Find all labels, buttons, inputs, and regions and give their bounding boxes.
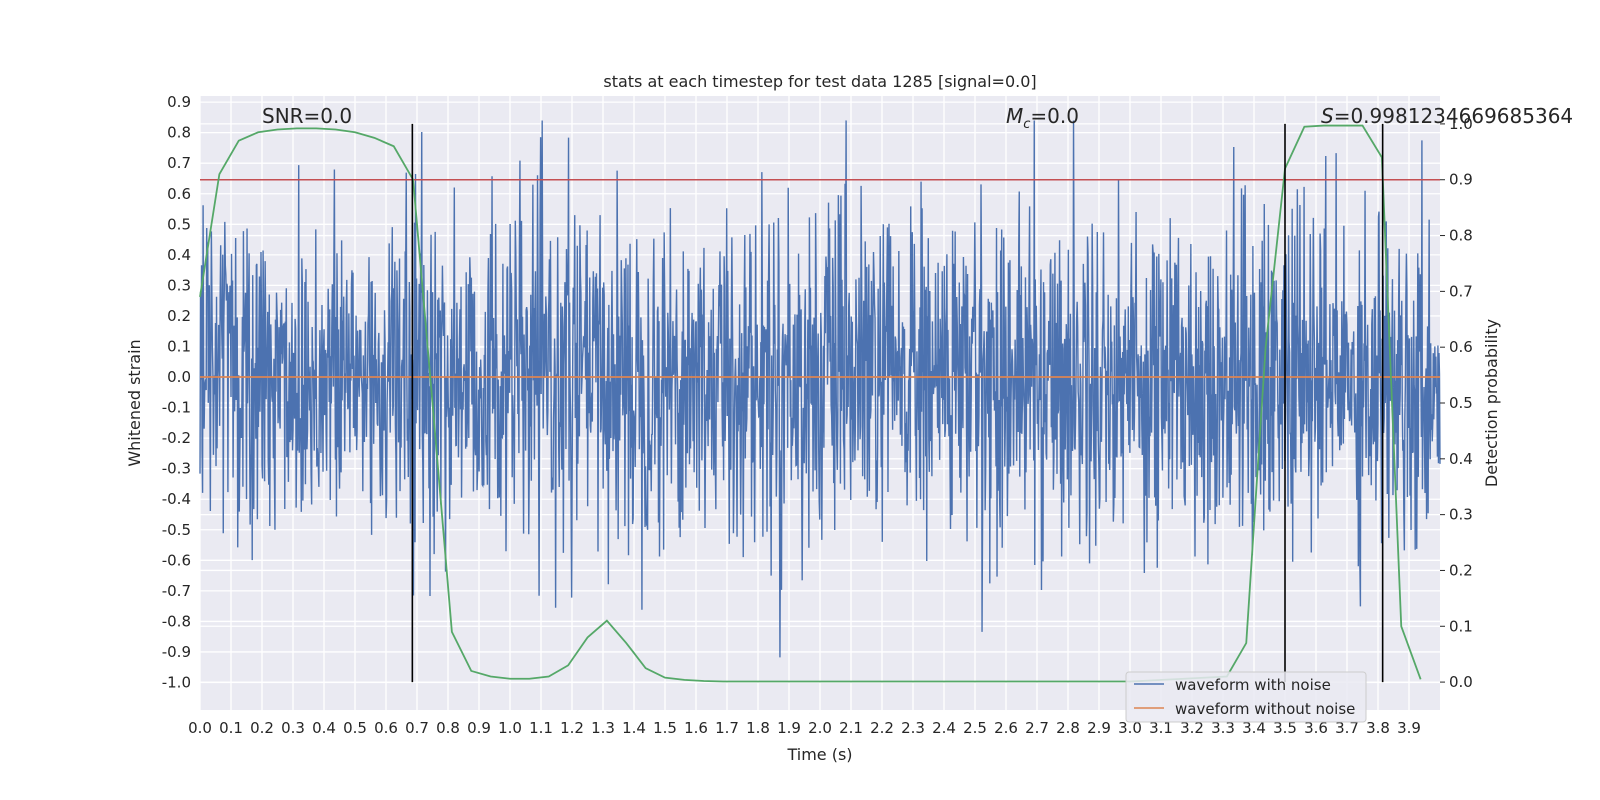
noise-waveform-line	[199, 120, 1441, 658]
y-tick-label: 0.5	[167, 215, 191, 233]
y-tick-label: 0.7	[167, 154, 191, 172]
x-tick-label: 3.4	[1242, 719, 1266, 737]
x-tick-label: 0.5	[343, 719, 367, 737]
right-tick-label: 0.4	[1449, 450, 1473, 468]
x-tick-label: 1.6	[684, 719, 708, 737]
x-tick-label: 2.3	[901, 719, 925, 737]
y-tick-label: 0.1	[167, 337, 191, 355]
score-value: =0.9981234669685364	[1334, 104, 1573, 128]
legend-box	[1125, 671, 1367, 723]
y-axis-label: Whitened strain	[125, 339, 144, 466]
x-tick-label: 1.8	[746, 719, 770, 737]
y-tick-label: 0.4	[167, 246, 191, 264]
x-tick-label: 3.9	[1397, 719, 1421, 737]
score-symbol: S	[1321, 104, 1334, 128]
score-annotation: S=0.9981234669685364	[1321, 104, 1573, 128]
chart-title: stats at each timestep for test data 128…	[603, 72, 1036, 91]
x-tick-label: 1.1	[529, 719, 553, 737]
detection-probability-line	[199, 124, 1422, 683]
chirp-mass-annotation: Mc=0.0	[1006, 104, 1079, 132]
x-tick-label: 2.8	[1056, 719, 1080, 737]
x-tick-label: 0.4	[312, 719, 336, 737]
x-tick-label: 1.3	[591, 719, 615, 737]
right-tick-label: 1.0	[1449, 115, 1473, 133]
y-tick-label: -0.6	[162, 551, 191, 569]
y-tick-label: -0.7	[162, 582, 191, 600]
legend-label-clean: waveform without noise	[1175, 700, 1355, 718]
x-tick-label: 2.7	[1025, 719, 1049, 737]
x-tick-label: 0.3	[281, 719, 305, 737]
x-tick-label: 1.0	[498, 719, 522, 737]
y-axis-ticks: 0.9 0.8 0.7 0.6 0.5 0.4 0.3 0.2 0.1 0.0 -0.1 -0.2 -0…	[162, 93, 191, 691]
x-tick-label: 3.5	[1273, 719, 1297, 737]
right-tick-label: 0.7	[1449, 282, 1473, 300]
x-tick-label: 3.8	[1366, 719, 1390, 737]
right-tick-label: 0.1	[1449, 617, 1473, 635]
y-tick-label: 0.2	[167, 307, 191, 325]
x-tick-label: 2.2	[870, 719, 894, 737]
y-tick-label: 0.0	[167, 368, 191, 386]
y-tick-label: 0.6	[167, 185, 191, 203]
right-axis-label: Detection probability	[1482, 319, 1501, 487]
x-tick-label: 1.7	[715, 719, 739, 737]
x-tick-label: 3.1	[1149, 719, 1173, 737]
chirp-mass-symbol: M	[1006, 104, 1023, 128]
right-tick-label: 0.3	[1449, 506, 1473, 524]
x-tick-label: 0.8	[436, 719, 460, 737]
chirp-mass-subscript: c	[1023, 117, 1030, 132]
legend-label-noise: waveform with noise	[1175, 676, 1331, 694]
right-tick-label: 0.0	[1449, 673, 1473, 691]
right-axis-ticks: 1.0 0.9 0.8 0.7 0.6 0.5 0.4 0.3 0.2 0.1 0.0	[1440, 115, 1473, 691]
x-tick-label: 0.1	[219, 719, 243, 737]
right-tick-label: 0.2	[1449, 561, 1473, 579]
x-tick-label: 1.9	[777, 719, 801, 737]
overlay-series	[199, 123, 1440, 683]
right-tick-label: 0.6	[1449, 338, 1473, 356]
x-tick-label: 2.9	[1087, 719, 1111, 737]
x-tick-label: 3.3	[1211, 719, 1235, 737]
snr-annotation: SNR=0.0	[262, 104, 352, 128]
y-tick-label: -0.5	[162, 521, 191, 539]
y-tick-label: -0.9	[162, 643, 191, 661]
x-tick-label: 0.6	[374, 719, 398, 737]
legend: waveform with noise waveform without noi…	[1125, 671, 1367, 723]
x-tick-label: 3.6	[1304, 719, 1328, 737]
x-tick-label: 1.4	[622, 719, 646, 737]
y-tick-label: -0.4	[162, 490, 191, 508]
x-tick-label: 0.9	[467, 719, 491, 737]
y-tick-label: -0.2	[162, 429, 191, 447]
noise-series	[199, 120, 1441, 658]
y-tick-label: -1.0	[162, 674, 191, 692]
y-tick-label: -0.3	[162, 460, 191, 478]
x-tick-label: 2.0	[808, 719, 832, 737]
x-axis-ticks: 0.0 0.1 0.2 0.3 0.4 0.5 0.6 0.7 0.8 0.9 1.0 1.1 1.2 1…	[188, 719, 1421, 737]
x-tick-label: 3.0	[1118, 719, 1142, 737]
y-tick-label: -0.8	[162, 612, 191, 630]
x-axis-label: Time (s)	[786, 745, 852, 764]
x-tick-label: 2.1	[839, 719, 863, 737]
right-tick-label: 0.9	[1449, 171, 1473, 189]
right-tick-label: 0.5	[1449, 394, 1473, 412]
x-tick-label: 1.5	[653, 719, 677, 737]
y-tick-label: 0.9	[167, 93, 191, 111]
x-tick-label: 2.5	[963, 719, 987, 737]
y-tick-label: 0.8	[167, 124, 191, 142]
right-tick-label: 0.8	[1449, 227, 1473, 245]
x-tick-label: 3.7	[1335, 719, 1359, 737]
x-tick-label: 2.4	[932, 719, 956, 737]
x-tick-label: 3.2	[1180, 719, 1204, 737]
x-tick-label: 0.2	[250, 719, 274, 737]
x-tick-label: 0.0	[188, 719, 212, 737]
y-tick-label: 0.3	[167, 276, 191, 294]
x-tick-label: 1.2	[560, 719, 584, 737]
x-tick-label: 0.7	[405, 719, 429, 737]
y-tick-label: -0.1	[162, 399, 191, 417]
chirp-mass-value: =0.0	[1030, 104, 1079, 128]
x-tick-label: 2.6	[994, 719, 1018, 737]
